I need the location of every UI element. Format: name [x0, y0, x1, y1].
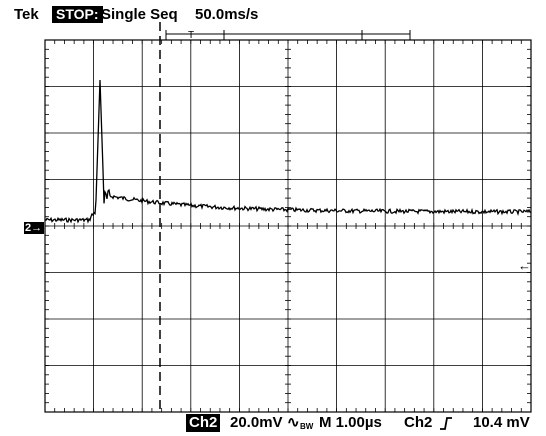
rising-edge-icon: [438, 414, 454, 432]
right-arrow-icon: →: [31, 222, 43, 234]
acquisition-mode-label: Single Seq: [101, 6, 178, 23]
readout-bar: Ch2 20.0mV ∿ BW M 1.00µs Ch2 10.4 mV: [0, 410, 546, 436]
status-bar: Tek STOP: Single Seq 50.0ms/s: [0, 0, 546, 30]
channel-badge: Ch2: [186, 414, 221, 432]
record-position-indicator: T: [165, 30, 411, 41]
trigger-level-marker: ←: [518, 258, 531, 273]
ac-coupling-icon: ∿: [287, 414, 300, 431]
horizontal-scale-readout: M 1.00µs: [319, 414, 382, 431]
channel-2-waveform: [44, 79, 532, 224]
trigger-source-readout: Ch2: [404, 414, 433, 431]
channel-2-ground-marker: 2→: [24, 222, 44, 234]
bandwidth-limit-icon: BW: [300, 422, 314, 431]
trigger-level-readout: 10.4 mV: [473, 414, 530, 431]
channel-2-marker-number: 2: [25, 222, 32, 234]
graticule: [44, 39, 532, 413]
trigger-point-t-icon: T: [188, 30, 194, 41]
brand-label: Tek: [14, 6, 39, 23]
left-arrow-icon: ←: [518, 258, 531, 273]
volts-per-div-readout: 20.0mV: [230, 414, 283, 431]
run-state-badge: STOP:: [52, 6, 103, 23]
sample-rate-label: 50.0ms/s: [195, 6, 259, 23]
